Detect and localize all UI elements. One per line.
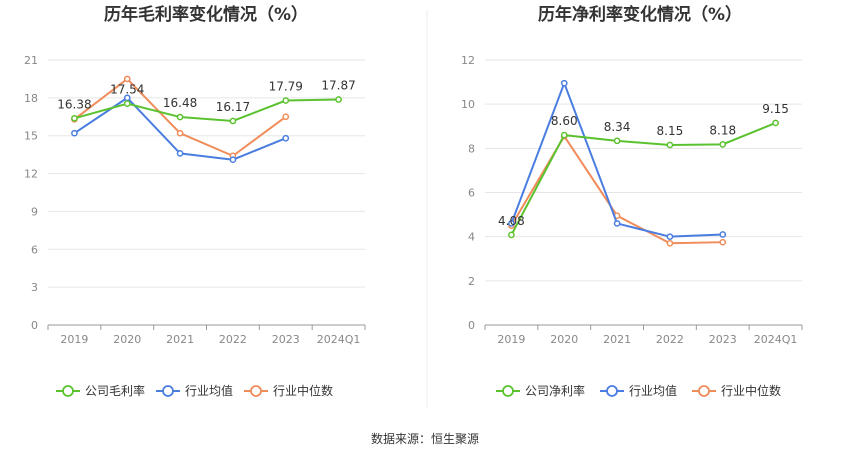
chart-0-y-tick-label: 12 [24,168,38,181]
net-margin-chart: 历年净利率变化情况（%） 0 2 4 6 8 10 12 2019 2020 2021 2022 202… [461,4,803,398]
chart-1-y-tick-label: 8 [468,142,475,155]
chart-1-data-label: 8.60 [551,114,578,128]
chart-1-data-label: 8.15 [657,124,684,138]
chart-1-y-tick-label: 0 [468,319,475,332]
chart-0-y-tick-label: 18 [24,92,38,105]
legend-marker-icon [502,385,514,397]
chart-0-legend-label: 公司毛利率 [85,383,145,398]
chart-1-x-tick-label: 2019 [497,333,525,346]
legend-marker-icon [606,385,618,397]
chart-0-y-tick-label: 15 [24,130,38,143]
chart-0-x-tick-label: 2021 [166,333,194,346]
chart-1-data-label: 4.08 [498,214,525,228]
chart-1-legend-item-1[interactable]: 行业均值 [600,383,677,398]
chart-1-x-tick-label: 2022 [656,333,684,346]
chart-1-legend-item-0[interactable]: 公司净利率 [496,383,585,398]
chart-0-data-label: 17.87 [321,78,355,92]
chart-1-x-tick-label: 2024Q1 [754,333,798,346]
chart-1-y-tick-label: 2 [468,275,475,288]
chart-1-x-tick-label: 2021 [603,333,631,346]
legend-marker-icon [250,385,262,397]
chart-1-data-point-1 [613,220,621,227]
chart-0-series-line-0 [74,98,339,122]
chart-0-y-tick-label: 9 [31,205,38,218]
chart-0-y-tick-label: 21 [24,54,38,67]
chart-0-legend-item-0[interactable]: 公司毛利率 [56,383,145,398]
chart-0-x-tick-label: 2022 [219,333,247,346]
chart-0-data-point-0 [71,114,78,122]
chart-1-y-tick-label: 12 [461,54,475,67]
chart-0-legend-item-1[interactable]: 行业均值 [156,383,233,398]
chart-0-data-point-1 [282,134,290,142]
legend-marker-icon [698,385,710,397]
chart-1-data-point-2 [666,239,674,247]
chart-1-data-point-2 [719,238,727,246]
chart-0-legend-item-2[interactable]: 行业中位数 [244,383,333,398]
chart-0-data-point-2 [123,75,131,83]
chart-1-data-point-1 [719,231,727,238]
chart-1-series-line-0 [510,122,776,236]
chart-1-data-label: 8.18 [709,123,736,137]
chart-0-data-point-1 [229,156,237,164]
chart-0-x-tick-label: 2019 [60,333,88,346]
chart-1-y-tick-label: 6 [468,187,475,200]
chart-0-data-point-2 [176,129,184,137]
chart-1-data-point-1 [666,233,674,241]
chart-0-data-label: 17.79 [269,80,303,94]
chart-0-data-label: 16.17 [216,100,250,114]
chart-0-data-point-2 [282,113,290,121]
chart-1-data-point-0 [560,131,568,139]
chart-1-data-point-0 [666,141,674,149]
chart-1-data-point-1 [560,79,568,87]
data-source: 数据来源：恒生聚源 [371,431,479,446]
chart-1-data-point-0 [719,141,727,148]
chart-1-legend-label: 行业均值 [629,383,677,398]
chart-0-x-tick-label: 2024Q1 [317,333,361,346]
chart-0-data-point-0 [282,97,290,104]
chart-1-data-point-0 [508,231,515,239]
chart-0-title: 历年毛利率变化情况（%） [104,4,308,25]
chart-0-legend-label: 行业中位数 [273,383,333,398]
chart-0-y-tick-label: 3 [31,281,38,294]
chart-1-legend-item-2[interactable]: 行业中位数 [692,383,781,398]
chart-0-data-label: 16.38 [57,97,91,111]
chart-1-legend-label: 公司净利率 [525,383,585,398]
chart-0-x-tick-label: 2023 [272,333,300,346]
legend-marker-icon [162,385,174,397]
chart-1-data-point-0 [772,119,779,127]
chart-0-data-label: 16.48 [163,96,197,110]
chart-0-data-point-1 [71,129,78,137]
chart-0-data-point-0 [176,113,184,121]
chart-1-y-tick-label: 4 [468,231,475,244]
chart-1-title: 历年净利率变化情况（%） [538,4,742,25]
legend-marker-icon [62,385,74,397]
chart-0-data-point-1 [176,150,184,157]
chart-1-x-tick-label: 2023 [709,333,737,346]
chart-0-x-tick-label: 2020 [113,333,141,346]
chart-1-data-point-1 [508,220,515,227]
chart-0-y-tick-label: 6 [31,243,38,256]
chart-1-x-tick-label: 2020 [550,333,578,346]
chart-0-legend-label: 行业均值 [185,383,233,398]
gross-margin-chart: 历年毛利率变化情况（%） 0 3 6 9 12 15 18 21 2019 2020 2021 2022… [24,4,366,398]
chart-0-y-tick-label: 0 [31,319,38,332]
chart-1-legend-label: 行业中位数 [721,383,781,398]
chart-0-data-point-0 [229,117,237,125]
chart-0-data-label: 17.54 [110,83,144,97]
chart-0-data-point-0 [123,100,131,108]
chart-0-data-point-0 [335,96,342,103]
chart-1-data-point-0 [613,137,621,145]
chart-1-data-label: 9.15 [762,102,789,116]
chart-1-series-line-2 [510,134,723,245]
chart-1-y-tick-label: 10 [461,98,475,111]
chart-1-data-label: 8.34 [604,120,631,134]
